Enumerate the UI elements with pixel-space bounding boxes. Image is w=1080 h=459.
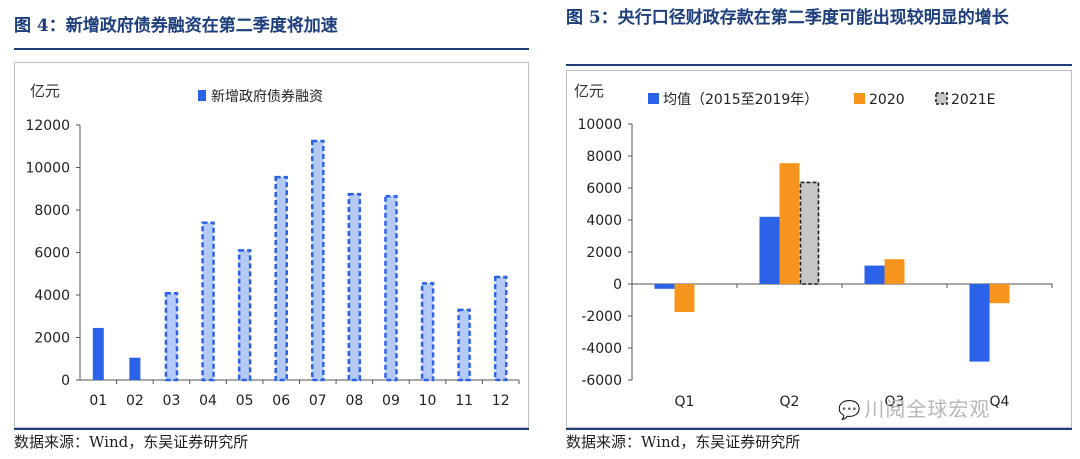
bar-month-12 bbox=[493, 275, 508, 382]
bar-Q4-series-1 bbox=[989, 284, 1010, 304]
bar-month-06 bbox=[274, 175, 288, 382]
x-tick-label: 01 bbox=[89, 393, 107, 409]
y-tick-label: -2000 bbox=[581, 309, 622, 325]
y-tick-label: 12000 bbox=[25, 118, 70, 134]
y-tick-label: 4000 bbox=[34, 288, 70, 304]
bar-month-04 bbox=[201, 221, 215, 382]
watermark: 💬 川阅全球宏观 bbox=[838, 393, 990, 422]
legend-label: 2020 bbox=[869, 92, 905, 108]
bar-Q2-series-0 bbox=[759, 216, 780, 284]
x-tick-label: 11 bbox=[455, 393, 473, 409]
x-tick-label: 09 bbox=[382, 393, 400, 409]
right-chart-frame bbox=[566, 70, 1072, 428]
y-tick-label: 6000 bbox=[34, 246, 70, 262]
x-tick-label: 04 bbox=[199, 393, 217, 409]
watermark-text: 川阅全球宏观 bbox=[864, 397, 991, 421]
left-figure-title: 图 4：新增政府债券融资在第二季度将加速 bbox=[14, 16, 338, 36]
right-bar-chart: 亿元均值（2015至2019年） 2020 2021E -6000 -4000 -2000… bbox=[566, 70, 1072, 428]
bar-Q2-series-2 bbox=[799, 181, 820, 285]
bar-Q2-series-1 bbox=[779, 163, 800, 284]
legend: 均值（2015至2019年） 2020 2021E bbox=[648, 92, 995, 108]
legend-label: 新增政府债券融资 bbox=[211, 89, 323, 105]
x-tick-label: 02 bbox=[126, 393, 144, 409]
bar-month-10 bbox=[420, 282, 435, 382]
x-tick-label: 10 bbox=[419, 393, 437, 409]
bar-month-11 bbox=[457, 308, 471, 382]
y-tick-label: 4000 bbox=[586, 213, 622, 229]
bar-Q3-series-0 bbox=[864, 265, 885, 284]
y-tick-label: 10000 bbox=[25, 161, 70, 177]
x-tick-label: Q2 bbox=[780, 394, 800, 410]
x-tick-label: Q4 bbox=[990, 394, 1010, 410]
right-source-rule bbox=[566, 428, 1072, 430]
y-tick-label: 8000 bbox=[34, 203, 70, 219]
left-source-note: 数据来源：Wind，东吴证券研究所 bbox=[14, 433, 249, 451]
legend-swatch-series-0 bbox=[648, 93, 659, 104]
right-source-note: 数据来源：Wind，东吴证券研究所 bbox=[566, 433, 801, 451]
bar-Q1-series-1 bbox=[674, 284, 695, 312]
bar-month-07 bbox=[311, 139, 325, 382]
y-tick-label: 0 bbox=[61, 373, 70, 389]
left-title-rule bbox=[14, 48, 529, 50]
bar-month-03 bbox=[164, 292, 179, 382]
right-figure-title: 图 5：央行口径财政存款在第二季度可能出现较明显的增长 bbox=[566, 8, 1009, 28]
bar-month-08 bbox=[347, 192, 362, 382]
bar-month-02 bbox=[129, 357, 141, 380]
bar-month-05 bbox=[237, 249, 252, 382]
y-tick-label: 2000 bbox=[586, 245, 622, 261]
left-chart-frame bbox=[14, 62, 529, 428]
legend: 新增政府债券融资 bbox=[198, 89, 323, 105]
x-tick-label: 06 bbox=[272, 393, 290, 409]
y-tick-label: 0 bbox=[613, 277, 622, 293]
x-tick-label: 08 bbox=[345, 393, 363, 409]
x-tick-label: 07 bbox=[309, 393, 327, 409]
bar-month-09 bbox=[384, 194, 398, 382]
y-tick-label: -4000 bbox=[581, 341, 622, 357]
bar-Q4-series-0 bbox=[969, 284, 990, 362]
x-tick-label: 12 bbox=[492, 393, 510, 409]
x-tick-label: Q1 bbox=[675, 394, 695, 410]
left-bar-chart: 亿元 新增政府债券融资 0 2000 4000 6000 8000 10000 12000 01 0… bbox=[14, 62, 529, 428]
wechat-icon: 💬 bbox=[838, 400, 862, 421]
y-tick-label: 10000 bbox=[577, 117, 622, 133]
legend-swatch-new-bond-financing bbox=[198, 90, 206, 101]
bar-Q3-series-1 bbox=[884, 259, 905, 284]
y-tick-label: 8000 bbox=[586, 149, 622, 165]
x-tick-label: 03 bbox=[163, 393, 181, 409]
right-title-rule bbox=[566, 64, 1072, 66]
left-source-rule bbox=[14, 428, 529, 430]
x-tick-label: 05 bbox=[236, 393, 254, 409]
y-axis-unit: 亿元 bbox=[30, 82, 60, 100]
legend-swatch-series-2 bbox=[935, 92, 948, 105]
y-tick-label: 2000 bbox=[34, 331, 70, 347]
y-tick-label: -6000 bbox=[581, 373, 622, 389]
legend-swatch-series-1 bbox=[854, 93, 865, 104]
y-tick-label: 6000 bbox=[586, 181, 622, 197]
y-axis-unit: 亿元 bbox=[574, 82, 604, 100]
legend-label: 均值（2015至2019年） bbox=[663, 92, 818, 108]
legend-label: 2021E bbox=[951, 92, 995, 108]
x-tick-label: Q3 bbox=[885, 394, 905, 410]
bar-Q1-series-0 bbox=[654, 284, 675, 289]
bar-month-01 bbox=[92, 327, 104, 380]
